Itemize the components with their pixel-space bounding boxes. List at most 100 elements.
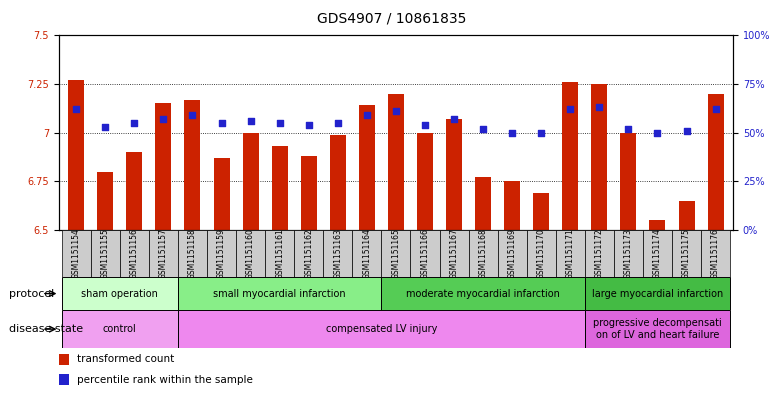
Text: GSM1151176: GSM1151176 (711, 228, 720, 279)
Bar (440, 230, 469, 277)
Bar (562, 82, 579, 230)
Bar (236, 230, 265, 277)
Bar (446, 119, 462, 230)
Text: GSM1151170: GSM1151170 (537, 228, 546, 279)
Point (332, 120, 344, 126)
Bar (649, 220, 666, 230)
Bar (62, 277, 178, 310)
Point (187, 112, 199, 118)
Text: GSM1151156: GSM1151156 (130, 228, 139, 279)
Text: protocol: protocol (9, 288, 55, 299)
Bar (504, 181, 520, 230)
Text: small myocardial infarction: small myocardial infarction (213, 288, 346, 299)
Point (710, 106, 722, 112)
Bar (213, 158, 230, 230)
Bar (556, 230, 585, 277)
Bar (184, 99, 201, 230)
Bar (585, 230, 614, 277)
Bar (323, 230, 352, 277)
Point (274, 120, 286, 126)
Bar (91, 230, 120, 277)
Text: sham operation: sham operation (82, 288, 158, 299)
Point (535, 130, 547, 136)
Bar (359, 105, 375, 230)
Point (477, 126, 489, 132)
Bar (272, 146, 288, 230)
Text: GSM1151166: GSM1151166 (420, 228, 430, 279)
Bar (411, 230, 440, 277)
Point (361, 112, 373, 118)
Bar (294, 230, 323, 277)
Bar (178, 310, 585, 348)
Bar (352, 230, 381, 277)
Point (681, 128, 693, 134)
Bar (620, 132, 637, 230)
Point (157, 116, 169, 122)
Text: GSM1151154: GSM1151154 (72, 228, 81, 279)
Bar (126, 152, 143, 230)
Bar (678, 201, 695, 230)
Text: large myocardial infarction: large myocardial infarction (592, 288, 723, 299)
Bar (475, 177, 491, 230)
Bar (585, 277, 730, 310)
Bar (68, 80, 84, 230)
Text: GSM1151173: GSM1151173 (624, 228, 633, 279)
Text: GSM1151160: GSM1151160 (246, 228, 255, 279)
Text: GSM1151161: GSM1151161 (275, 228, 284, 279)
Text: percentile rank within the sample: percentile rank within the sample (78, 375, 253, 385)
Point (128, 120, 140, 126)
Bar (207, 230, 236, 277)
Point (99, 124, 111, 130)
Bar (62, 310, 178, 348)
Bar (178, 277, 381, 310)
Bar (701, 230, 730, 277)
Bar (527, 230, 556, 277)
Text: control: control (103, 324, 136, 334)
Text: GSM1151155: GSM1151155 (101, 228, 110, 279)
Text: progressive decompensati
on of LV and heart failure: progressive decompensati on of LV and he… (593, 318, 722, 340)
Bar (672, 230, 701, 277)
Text: GSM1151163: GSM1151163 (333, 228, 343, 279)
Text: compensated LV injury: compensated LV injury (325, 324, 437, 334)
Point (419, 122, 431, 128)
Bar (120, 230, 149, 277)
Point (506, 130, 518, 136)
Bar (381, 277, 585, 310)
Text: GSM1151159: GSM1151159 (217, 228, 226, 279)
Bar (591, 84, 608, 230)
Bar (59, 354, 69, 365)
Bar (469, 230, 498, 277)
Point (622, 126, 635, 132)
Text: moderate myocardial infarction: moderate myocardial infarction (406, 288, 560, 299)
Bar (149, 230, 178, 277)
Point (70, 106, 82, 112)
Text: GSM1151171: GSM1151171 (566, 228, 575, 279)
Bar (708, 94, 724, 230)
Bar (97, 171, 114, 230)
Bar (301, 156, 317, 230)
Point (593, 104, 605, 110)
Bar (155, 103, 172, 230)
Bar (265, 230, 294, 277)
Point (216, 120, 228, 126)
Bar (417, 132, 433, 230)
Bar (614, 230, 643, 277)
Text: GSM1151167: GSM1151167 (449, 228, 459, 279)
Bar (59, 374, 69, 385)
Bar (643, 230, 672, 277)
Point (448, 116, 460, 122)
Bar (533, 193, 550, 230)
Point (245, 118, 257, 124)
Bar (242, 132, 259, 230)
Text: GSM1151162: GSM1151162 (304, 228, 314, 279)
Text: GSM1151158: GSM1151158 (188, 228, 197, 279)
Text: transformed count: transformed count (78, 354, 175, 364)
Text: GSM1151174: GSM1151174 (653, 228, 662, 279)
Bar (381, 230, 411, 277)
Text: GDS4907 / 10861835: GDS4907 / 10861835 (318, 12, 466, 26)
Text: GSM1151175: GSM1151175 (682, 228, 691, 279)
Bar (178, 230, 207, 277)
Bar (498, 230, 527, 277)
Text: GSM1151172: GSM1151172 (595, 228, 604, 279)
Text: GSM1151168: GSM1151168 (478, 228, 488, 279)
